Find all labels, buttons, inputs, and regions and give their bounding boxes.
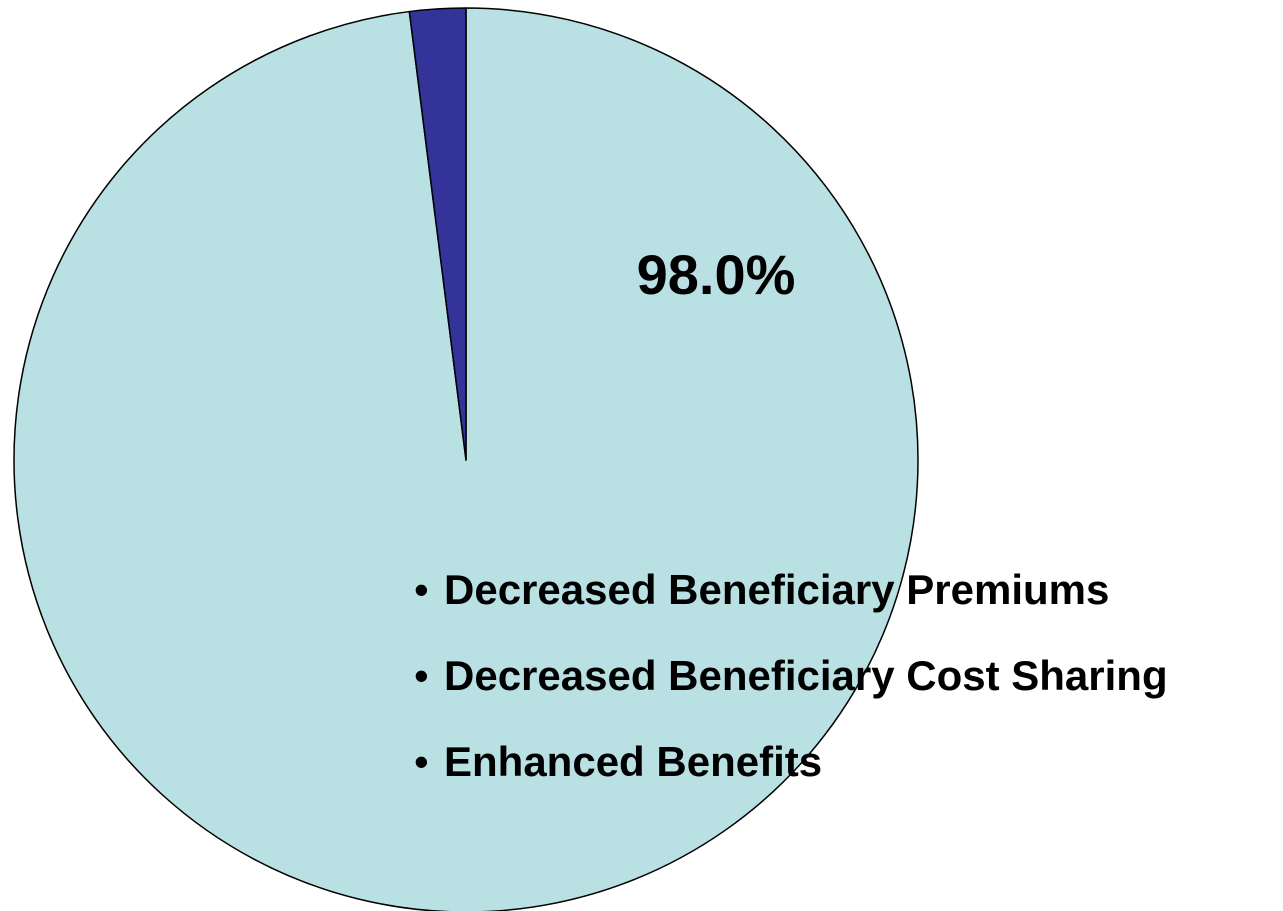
annotation-text: Decreased Beneficiary Premiums bbox=[444, 566, 1110, 613]
annotation-text: Decreased Beneficiary Cost Sharing bbox=[444, 652, 1168, 699]
pie-slice-0 bbox=[13, 7, 919, 911]
pie-slice-1 bbox=[408, 7, 467, 461]
slice-data-label-0: 98.0% bbox=[637, 243, 796, 306]
annotation-text: Enhanced Benefits bbox=[444, 738, 823, 785]
annotation-item: • Decreased Beneficiary Cost Sharing bbox=[414, 652, 1168, 738]
bullet-icon: • bbox=[414, 738, 429, 785]
bullet-icon: • bbox=[414, 652, 429, 699]
annotation-item: • Decreased Beneficiary Premiums bbox=[414, 566, 1168, 652]
annotation-list: • Decreased Beneficiary Premiums • Decreas… bbox=[414, 566, 1168, 824]
bullet-icon: • bbox=[414, 566, 429, 613]
annotation-item: • Enhanced Benefits bbox=[414, 738, 1168, 824]
